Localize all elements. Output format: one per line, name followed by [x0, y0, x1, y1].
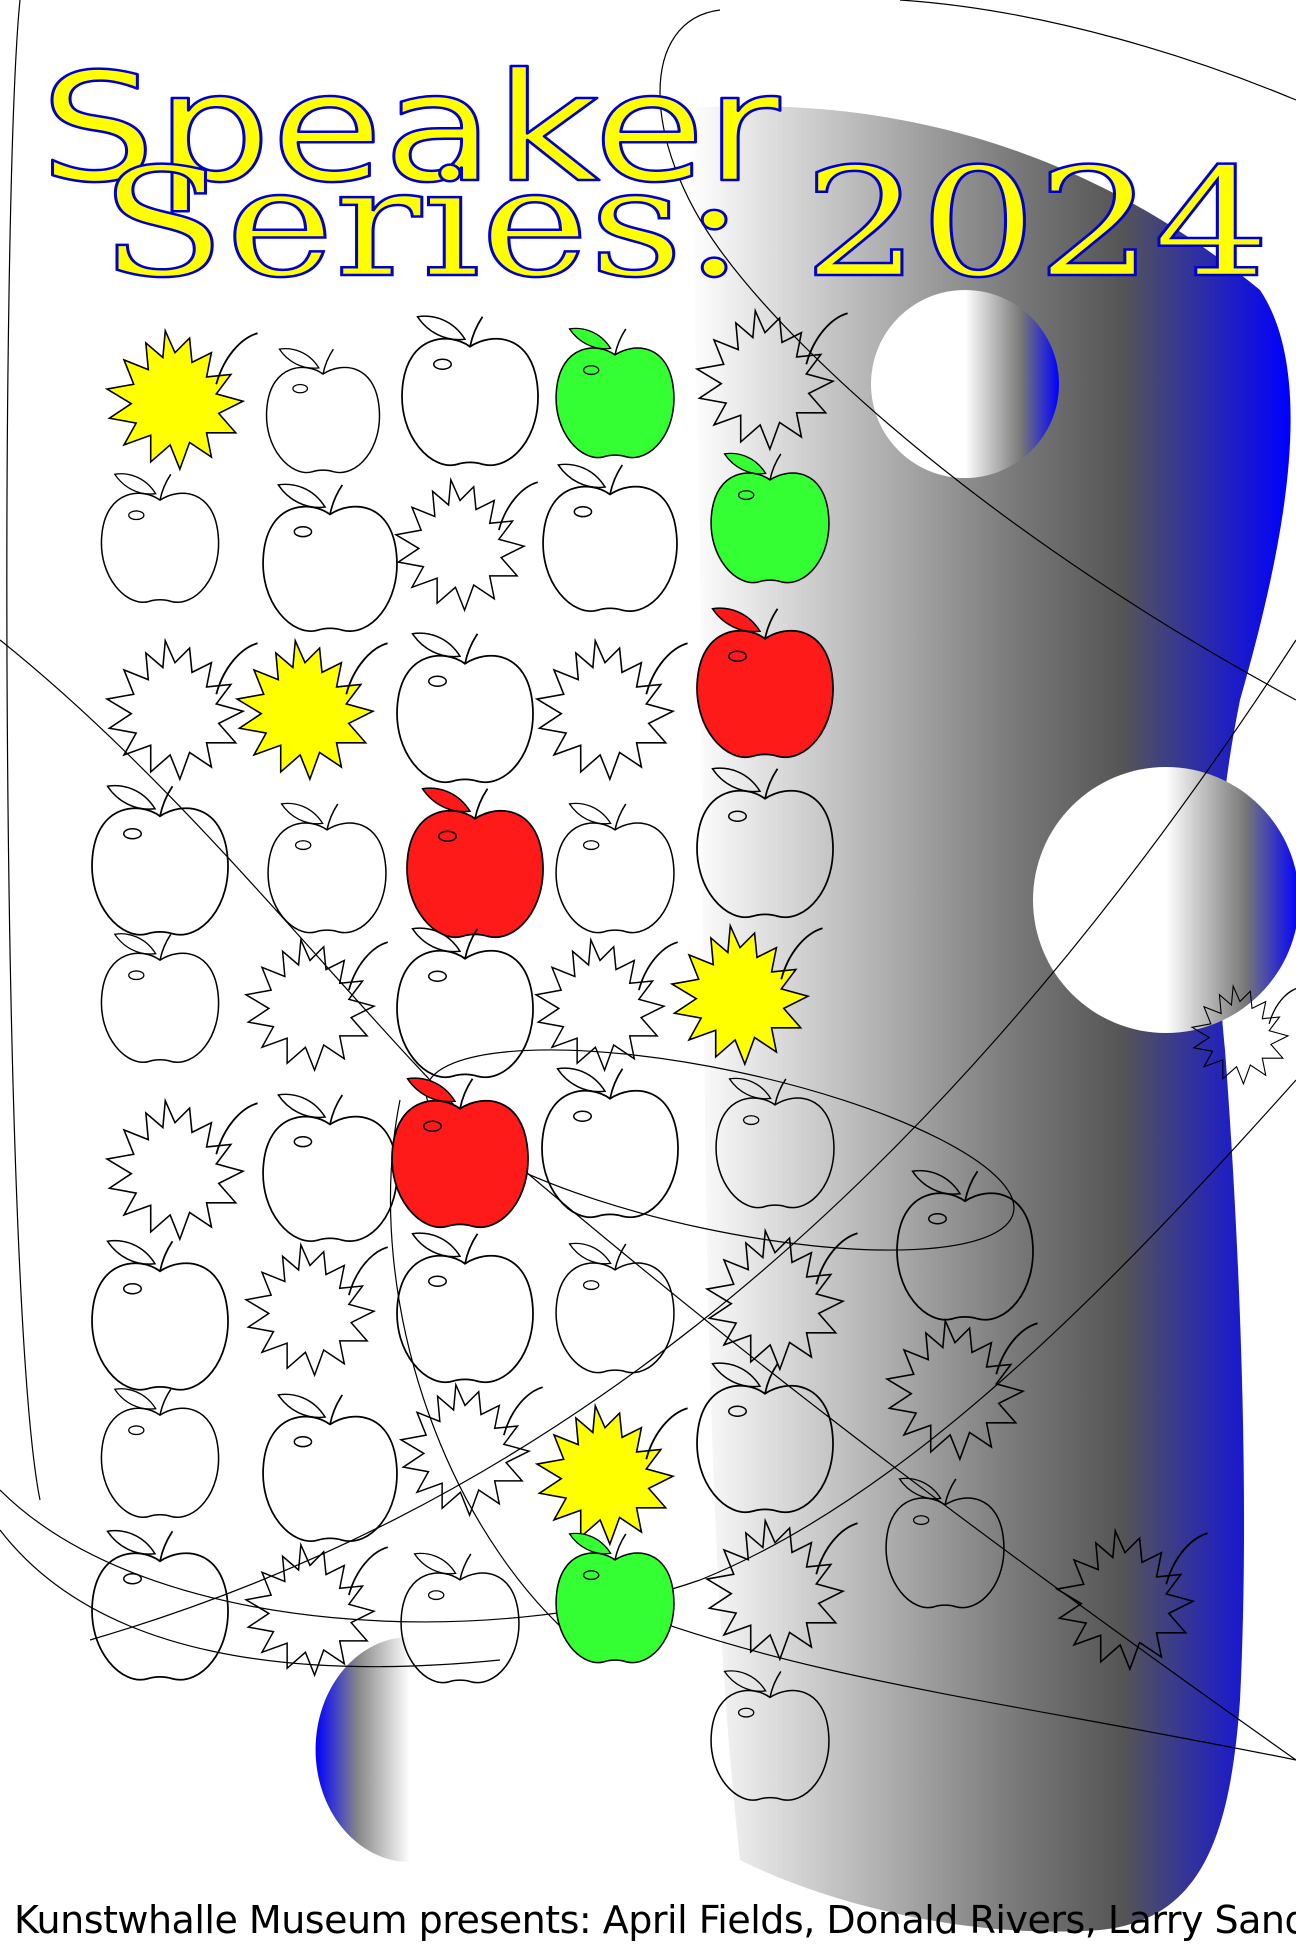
white-circle-top	[871, 290, 1059, 478]
line-work	[0, 0, 1296, 1761]
apple-icon	[555, 1532, 675, 1664]
footer-credits: Kunstwhalle Museum presents: April Field…	[14, 1898, 1296, 1942]
apple-icon	[100, 933, 220, 1064]
maple-leaf-icon	[245, 1243, 389, 1377]
apple-icon	[265, 347, 381, 474]
apple-icon	[100, 473, 220, 604]
apple-icon	[396, 927, 534, 1079]
maple-leaf-icon	[106, 329, 259, 471]
white-circle-right	[1033, 767, 1296, 1033]
apple-icon	[91, 1239, 229, 1391]
apple-icon	[406, 787, 544, 939]
apple-icon	[91, 784, 229, 936]
apple-icon	[262, 1393, 398, 1543]
apple-icon	[396, 1232, 534, 1384]
maple-leaf-icon	[236, 639, 389, 781]
apple-icon	[396, 632, 534, 784]
maple-leaf-icon	[106, 639, 259, 781]
title-line-2: Series: 2024	[100, 137, 1270, 311]
apple-icon	[541, 1067, 679, 1219]
title-line-1: Speaker	[40, 42, 780, 216]
bottom-left-gradient	[315, 1637, 410, 1862]
maple-leaf-icon	[245, 938, 389, 1072]
maple-leaf-icon	[395, 478, 539, 612]
apple-icon	[262, 1093, 398, 1243]
apple-icon	[555, 1242, 675, 1374]
maple-leaf-icon	[536, 639, 689, 781]
apple-icon	[391, 1077, 529, 1229]
apple-icon	[100, 1388, 220, 1519]
apple-icon	[267, 802, 387, 934]
apple-icon	[555, 327, 675, 459]
maple-leaf-icon	[535, 938, 679, 1072]
apple-icon	[542, 463, 678, 613]
maple-leaf-icon	[400, 1383, 544, 1517]
apple-icon	[555, 802, 675, 934]
apple-icon	[262, 483, 398, 633]
apple-icon	[91, 1529, 229, 1681]
maple-leaf-icon	[106, 1099, 259, 1241]
gradient-blob	[690, 106, 1291, 1932]
apple-icon	[401, 315, 539, 467]
maple-leaf-icon	[536, 1404, 689, 1546]
